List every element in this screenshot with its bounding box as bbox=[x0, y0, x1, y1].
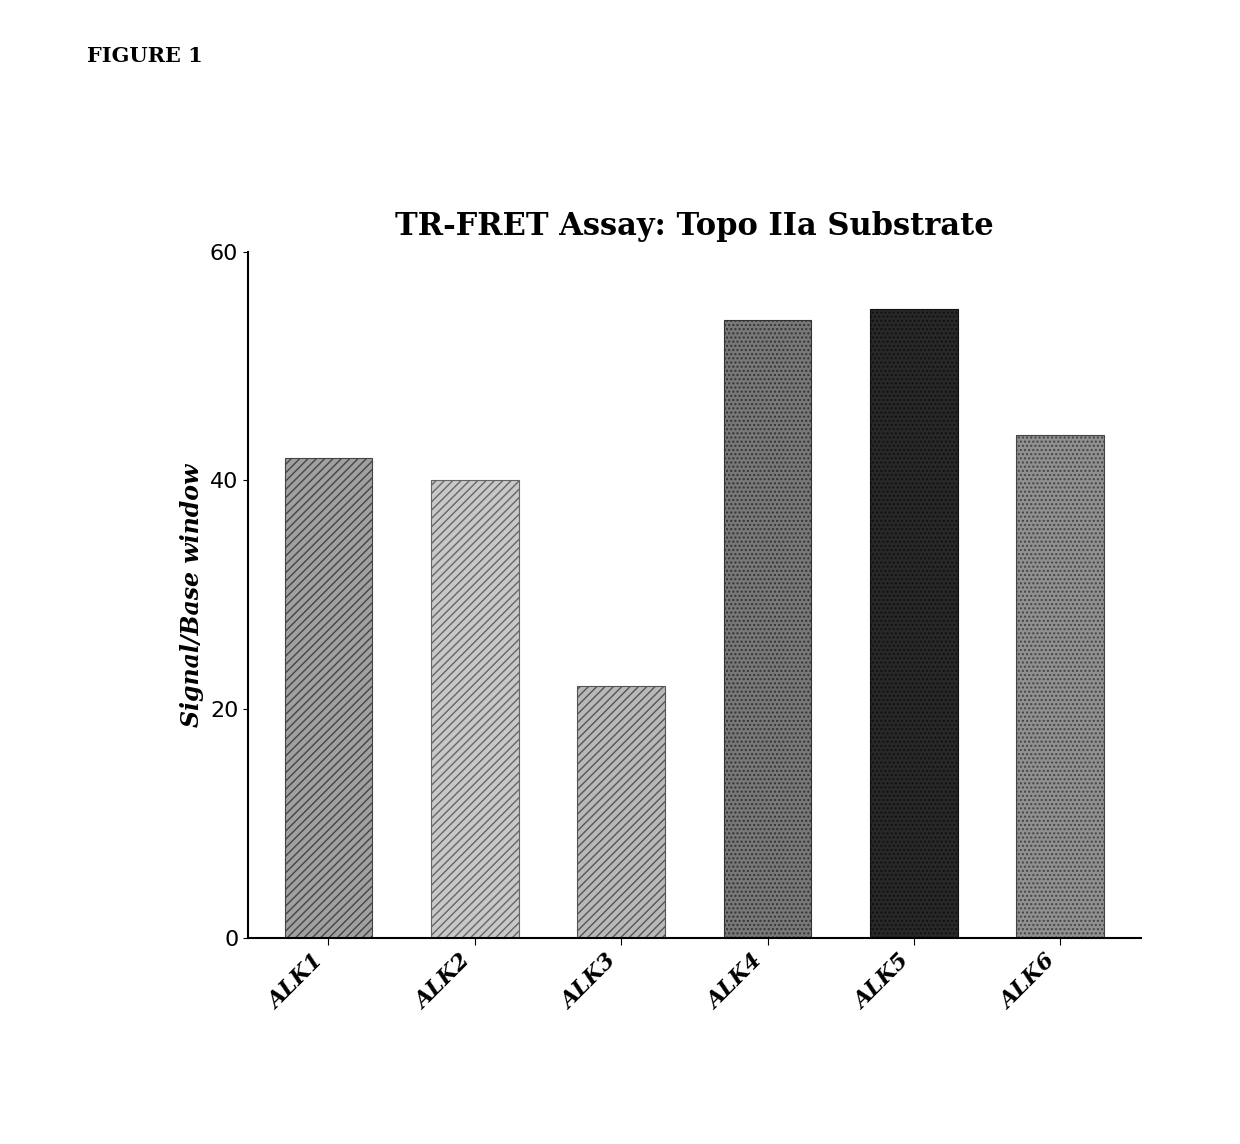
Bar bbox=[285, 458, 372, 938]
Bar bbox=[724, 320, 811, 938]
Bar bbox=[1017, 435, 1104, 938]
Bar bbox=[578, 686, 665, 938]
Title: TR-FRET Assay: Topo IIa Substrate: TR-FRET Assay: Topo IIa Substrate bbox=[396, 210, 993, 243]
Y-axis label: Signal/Base window: Signal/Base window bbox=[180, 463, 205, 726]
Bar bbox=[432, 480, 518, 938]
Bar bbox=[870, 309, 957, 938]
Text: FIGURE 1: FIGURE 1 bbox=[87, 46, 202, 65]
